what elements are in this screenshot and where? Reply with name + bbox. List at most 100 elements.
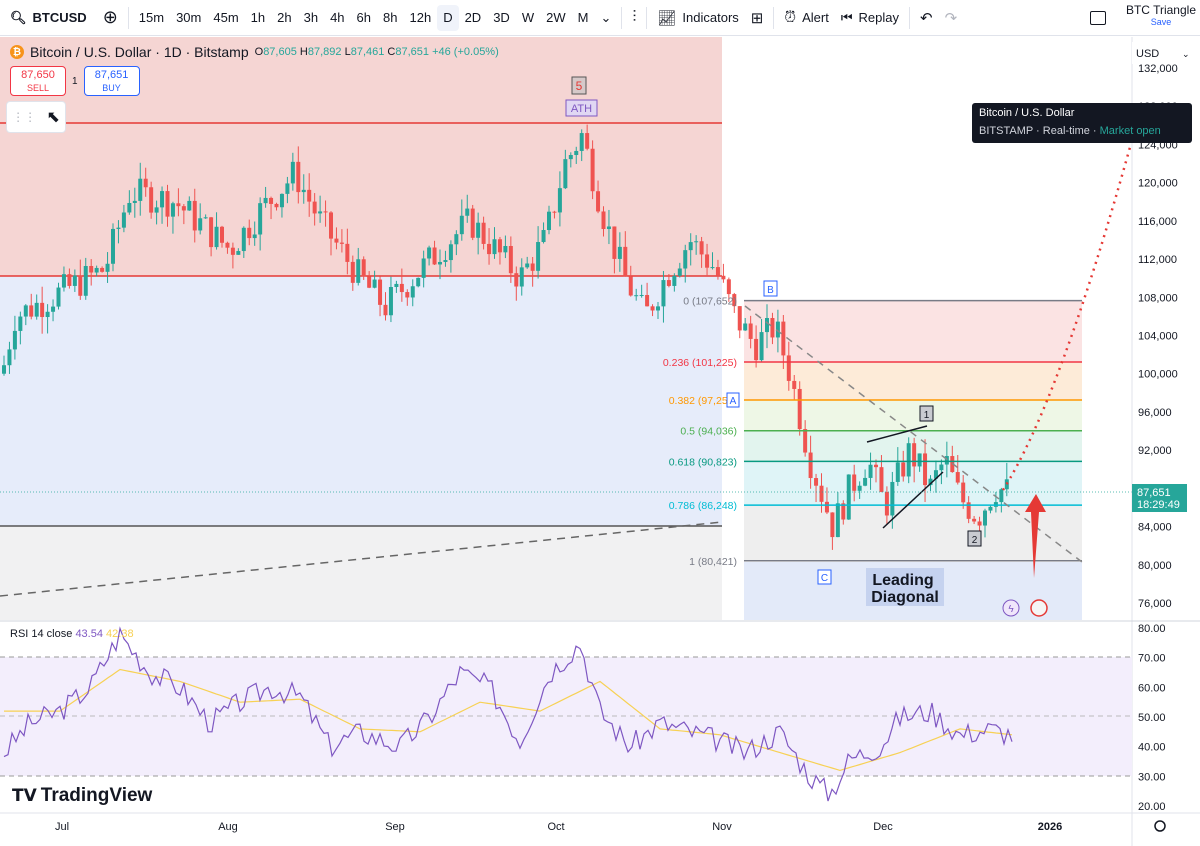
candle-body [127,202,132,213]
candle-body [808,452,813,479]
undo-icon[interactable]: ↶ [919,9,933,27]
fib-level-label: 1 (80,421) [689,556,737,568]
interval-4h[interactable]: 4h [330,10,345,25]
price-tick-label: 116,000 [1138,216,1177,228]
candle-body [100,267,105,272]
candle-body [323,211,328,213]
wave-A-box [726,392,740,408]
price-tick-label: 108,000 [1138,292,1178,304]
candle-body [241,227,246,252]
interval-2h[interactable]: 2h [277,10,292,25]
quantity-label[interactable]: 1 [72,75,78,87]
wave2-box [967,530,982,547]
replay-button[interactable]: ⏮︎ Replay [835,5,905,31]
currency-chevron-icon: ⌄ [1182,49,1190,59]
interval-6h[interactable]: 6h [356,10,372,25]
candle-body [955,472,960,483]
candle-body [732,294,737,307]
candle-body [961,482,966,503]
candle-body [138,178,143,201]
symbol-search[interactable]: 🔍︎ BTCUSD [0,0,97,36]
candle-body [67,274,72,286]
interval-3d[interactable]: 3D [493,10,510,25]
wave-C-box [817,569,832,585]
time-tick-label: Aug [218,821,238,833]
candle-body [705,254,710,268]
time-tick-label: 2026 [1038,821,1062,833]
legend-title[interactable]: Bitcoin / U.S. Dollar · 1D · Bitstamp [30,44,249,60]
candle-body [966,502,971,519]
rsi-legend[interactable]: RSI 14 close 43.54 42.38 [10,628,134,640]
candle-body [557,188,562,213]
interval-30m[interactable]: 30m [176,10,202,25]
alert-button[interactable]: ⏰︎ Alert [778,5,834,31]
candle-body [399,283,404,293]
layout-name-button[interactable]: BTC Triangle Save [1126,4,1196,28]
candle-body [699,241,704,255]
candle-body [432,247,437,265]
candle-body [797,388,802,430]
fib-level-label: 0 (107,652) [683,296,737,308]
cursor-arrow-icon[interactable]: ⬉ [46,109,60,126]
sell-button[interactable]: 87,650 SELL [10,66,66,96]
candle-body [421,258,426,278]
toolbar-separator [773,6,775,29]
candle-body [819,485,824,502]
price-chart[interactable]: 0 (107,652) 0.236 (101,225) 0.382 (97,255)… [0,37,1200,846]
settings-gear-icon [1154,820,1166,832]
interval-chevron-icon[interactable]: ⌄ [600,9,612,25]
candle-body [792,380,797,389]
candle-body [677,268,682,276]
candle-body [814,478,819,486]
rsi-axis-labels: 80.00 70.00 60.00 50.00 40.00 30.00 20.00 [1138,623,1166,813]
time-tick-label: Oct [547,821,564,833]
interval-3h[interactable]: 3h [303,10,319,25]
interval-8h[interactable]: 8h [383,10,398,25]
layout-window-icon[interactable] [1089,11,1106,25]
redo-icon[interactable]: ↷ [944,9,958,27]
candle-body [94,267,99,273]
interval-45m[interactable]: 45m [213,10,239,25]
wave5-label: 5 [576,79,583,93]
candle-body [378,279,383,305]
candle-body [754,338,759,361]
candle-body [476,222,481,238]
candle-body [56,287,61,307]
rsi-label: RSI 14 close [10,628,73,640]
compare-add-icon[interactable]: ⊕ [102,7,118,27]
event-icon [1002,599,1020,617]
candle-body [388,287,393,316]
interval-w[interactable]: W [521,10,535,25]
interval-m[interactable]: M [577,10,589,25]
candle-body [694,241,699,243]
fib-band [744,505,1082,561]
candle-body [345,243,350,262]
interval-1h[interactable]: 1h [250,10,266,25]
candle-body [34,302,39,317]
candle-body [45,311,50,318]
interval-2w[interactable]: 2W [546,10,566,25]
price-tick-label: 96,000 [1138,407,1172,419]
candle-body [923,453,928,486]
candle-body [688,242,693,251]
candle-body [83,265,88,296]
candle-body [361,259,366,277]
candle-body [203,217,208,219]
candles-group [2,124,1009,550]
interval-d[interactable]: D [437,4,459,31]
candle-body [944,456,949,465]
tooltip-title: Bitcoin / U.S. Dollar [979,107,1075,119]
candle-body [372,279,377,288]
candle-body [143,178,148,188]
interval-12h[interactable]: 12h [409,10,432,25]
buy-button[interactable]: 87,651 BUY [83,66,140,96]
candle-body [214,226,219,248]
candle-body [405,292,410,298]
interval-15m[interactable]: 15m [138,10,165,25]
candle-body [23,305,28,317]
drag-handle-icon[interactable]: ⋮⋮ [12,110,37,124]
candles-icon[interactable]: ⫶ [632,8,637,26]
layouts-grid-icon[interactable]: ⊞ [750,9,764,27]
interval-2d[interactable]: 2D [464,10,482,25]
indicators-button[interactable]: 📈︎ Indicators [651,5,744,31]
